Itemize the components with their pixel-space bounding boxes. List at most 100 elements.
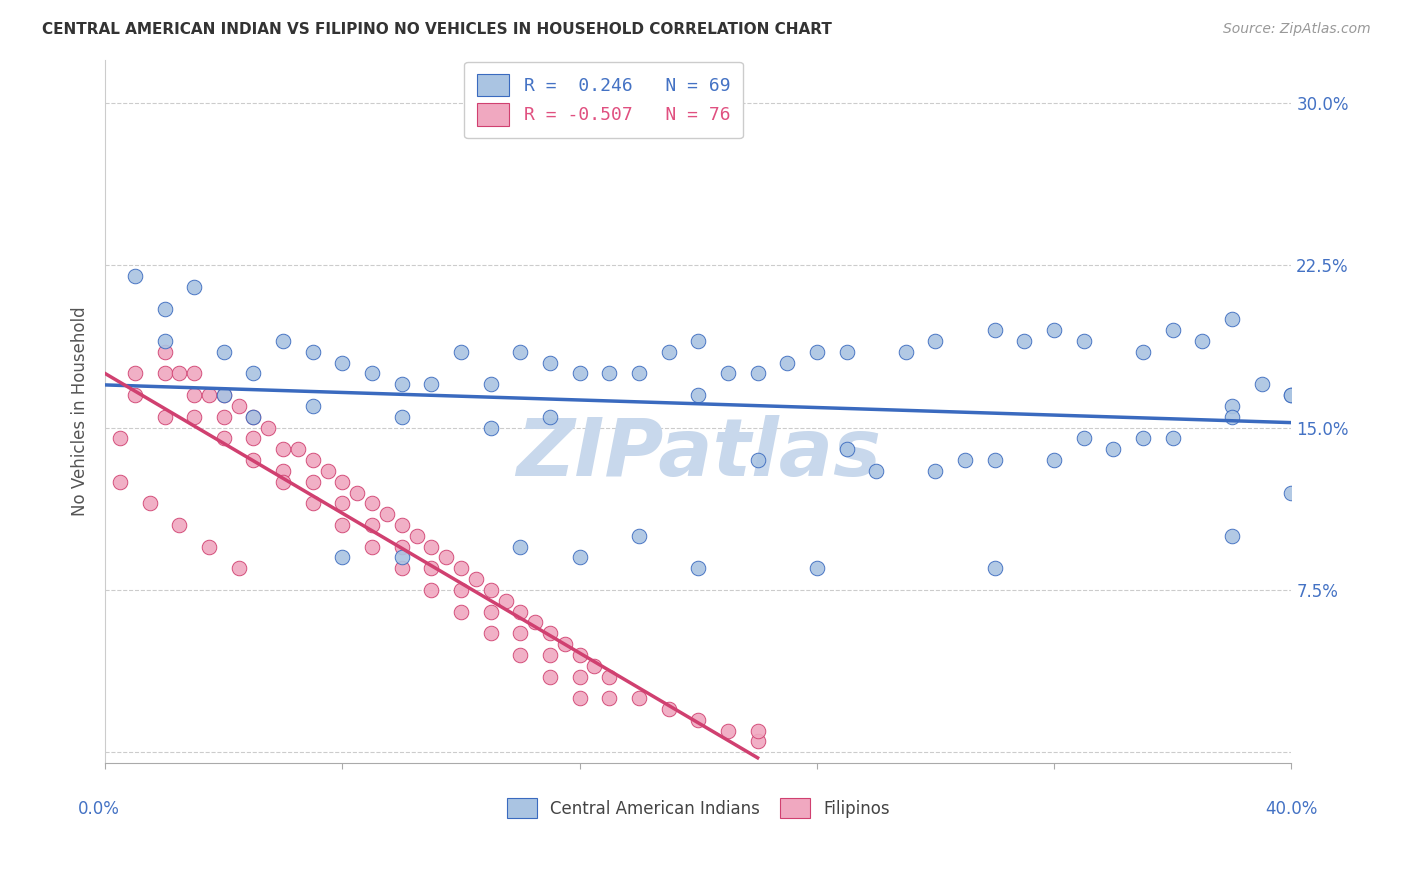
Point — [717, 367, 740, 381]
Point — [747, 723, 769, 738]
Point — [434, 550, 457, 565]
Point — [524, 615, 547, 630]
Point — [375, 507, 398, 521]
Point — [495, 594, 517, 608]
Point — [806, 561, 828, 575]
Point — [984, 561, 1007, 575]
Point — [688, 388, 710, 402]
Point — [1161, 432, 1184, 446]
Point — [1220, 399, 1243, 413]
Point — [479, 377, 502, 392]
Legend: Central American Indians, Filipinos: Central American Indians, Filipinos — [501, 791, 897, 825]
Point — [332, 475, 354, 489]
Point — [984, 453, 1007, 467]
Point — [228, 561, 250, 575]
Point — [568, 669, 591, 683]
Point — [124, 388, 146, 402]
Point — [554, 637, 576, 651]
Point — [583, 658, 606, 673]
Point — [1191, 334, 1213, 348]
Point — [568, 648, 591, 662]
Text: 40.0%: 40.0% — [1265, 800, 1317, 818]
Text: Source: ZipAtlas.com: Source: ZipAtlas.com — [1223, 22, 1371, 37]
Point — [450, 605, 472, 619]
Point — [316, 464, 339, 478]
Point — [479, 605, 502, 619]
Point — [153, 367, 176, 381]
Point — [806, 344, 828, 359]
Point — [124, 268, 146, 283]
Text: CENTRAL AMERICAN INDIAN VS FILIPINO NO VEHICLES IN HOUSEHOLD CORRELATION CHART: CENTRAL AMERICAN INDIAN VS FILIPINO NO V… — [42, 22, 832, 37]
Point — [153, 301, 176, 316]
Point — [287, 442, 309, 457]
Point — [361, 540, 384, 554]
Point — [598, 367, 620, 381]
Point — [108, 475, 131, 489]
Point — [271, 464, 294, 478]
Point — [332, 496, 354, 510]
Point — [953, 453, 976, 467]
Point — [138, 496, 160, 510]
Point — [1279, 388, 1302, 402]
Point — [450, 344, 472, 359]
Point — [924, 464, 946, 478]
Point — [509, 605, 531, 619]
Point — [568, 550, 591, 565]
Point — [509, 626, 531, 640]
Point — [479, 420, 502, 434]
Point — [391, 518, 413, 533]
Point — [479, 582, 502, 597]
Point — [1043, 453, 1066, 467]
Point — [420, 582, 443, 597]
Point — [332, 356, 354, 370]
Point — [361, 496, 384, 510]
Point — [658, 702, 681, 716]
Point — [301, 496, 323, 510]
Point — [391, 377, 413, 392]
Point — [124, 367, 146, 381]
Point — [1220, 529, 1243, 543]
Point — [153, 334, 176, 348]
Point — [153, 344, 176, 359]
Point — [688, 334, 710, 348]
Point — [198, 388, 221, 402]
Point — [301, 399, 323, 413]
Point — [271, 475, 294, 489]
Point — [346, 485, 368, 500]
Point — [1102, 442, 1125, 457]
Point — [568, 367, 591, 381]
Point — [538, 669, 561, 683]
Point — [479, 626, 502, 640]
Point — [464, 572, 486, 586]
Point — [627, 691, 650, 706]
Point — [169, 518, 191, 533]
Point — [212, 432, 235, 446]
Point — [391, 550, 413, 565]
Y-axis label: No Vehicles in Household: No Vehicles in Household — [72, 307, 89, 516]
Point — [747, 453, 769, 467]
Point — [627, 529, 650, 543]
Point — [598, 691, 620, 706]
Point — [835, 344, 858, 359]
Point — [1014, 334, 1036, 348]
Point — [271, 442, 294, 457]
Point — [242, 409, 264, 424]
Point — [1073, 334, 1095, 348]
Point — [391, 540, 413, 554]
Point — [1250, 377, 1272, 392]
Point — [108, 432, 131, 446]
Point — [747, 367, 769, 381]
Point — [169, 367, 191, 381]
Point — [1220, 312, 1243, 326]
Point — [509, 344, 531, 359]
Point — [1279, 388, 1302, 402]
Point — [1279, 485, 1302, 500]
Point — [242, 453, 264, 467]
Point — [1073, 432, 1095, 446]
Point — [361, 518, 384, 533]
Point — [212, 409, 235, 424]
Point — [688, 561, 710, 575]
Point — [420, 561, 443, 575]
Point — [420, 540, 443, 554]
Point — [598, 669, 620, 683]
